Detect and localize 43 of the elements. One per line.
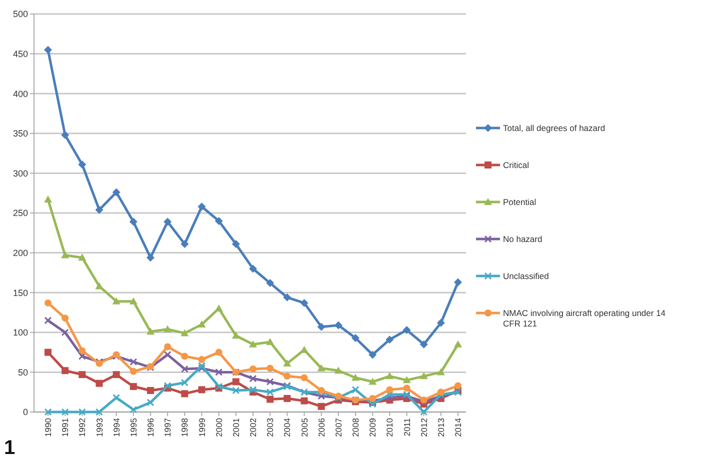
y-tick-label: 150 — [12, 288, 28, 298]
x-tick-label: 2000 — [214, 418, 224, 437]
x-tick-label: 2004 — [282, 418, 292, 437]
x-tick-label: 2012 — [418, 418, 429, 437]
x-tick-label: 2003 — [265, 418, 276, 437]
x-tick-label: 1994 — [111, 418, 122, 437]
x-tick-label: 1999 — [196, 418, 207, 437]
x-tick-label: 2006 — [316, 418, 326, 437]
x-tick-label: 2008 — [350, 418, 360, 437]
y-tick-label: 250 — [12, 208, 28, 218]
x-tick-label: 1998 — [180, 418, 190, 437]
x-tick-label: 2001 — [230, 418, 241, 437]
x-tick-label: 1995 — [128, 418, 138, 437]
legend-label: NMAC involving aircraft operating under 14 CFR 121 — [503, 308, 666, 329]
x-tick-label: 1990 — [43, 418, 53, 437]
legend-label: Potential — [503, 196, 536, 207]
text: 1 — [4, 437, 16, 457]
legend-label: Total, all degrees of hazard — [503, 122, 606, 133]
y-tick-label: 450 — [12, 48, 28, 59]
x-tick-label: 1991 — [60, 418, 70, 437]
y-tick-label: 0 — [22, 407, 28, 418]
x-tick-label: 2011 — [402, 418, 412, 436]
x-tick-label: 1992 — [77, 418, 88, 437]
y-tick-label: 50 — [18, 367, 28, 378]
y-tick-label: 300 — [12, 168, 28, 178]
x-tick-label: 2013 — [436, 418, 446, 437]
y-tick-label: 400 — [12, 88, 28, 99]
x-tick-label: 2009 — [368, 418, 378, 437]
y-tick-label: 100 — [12, 328, 28, 338]
x-tick-label: 2010 — [384, 418, 395, 437]
legend-label: Critical — [503, 160, 530, 170]
x-tick-label: 2002 — [248, 418, 258, 437]
x-tick-label: 1993 — [94, 418, 104, 437]
x-tick-label: 1997 — [162, 418, 173, 437]
legend-label: No hazard — [503, 234, 542, 244]
x-tick-label: 2007 — [333, 418, 344, 437]
y-tick-label: 500 — [12, 9, 28, 20]
y-tick-label: 200 — [12, 248, 28, 258]
y-tick-label: 350 — [12, 128, 28, 139]
legend-label: Unclassified — [503, 270, 550, 281]
x-tick-label: 2014 — [453, 418, 463, 437]
x-tick-label: 1996 — [146, 418, 156, 437]
x-tick-label: 2005 — [299, 418, 310, 437]
